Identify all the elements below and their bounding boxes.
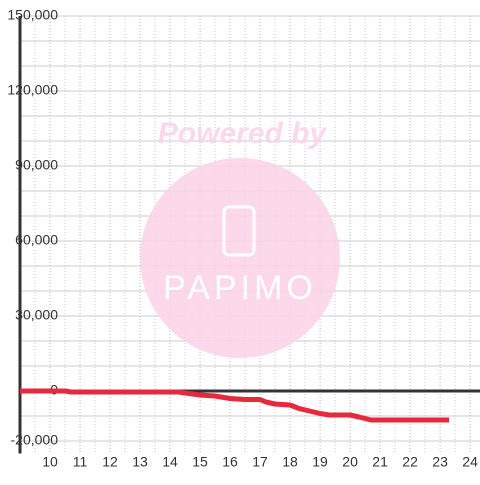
line-series [20,388,450,423]
watermark-circle [140,158,340,358]
x-tick-label: 21 [372,454,388,470]
y-tick-label: 30,000 [15,307,58,323]
x-tick-label: 19 [312,454,328,470]
x-tick-label: 24 [462,454,478,470]
y-tick-label: 60,000 [15,232,58,248]
x-tick-label: 11 [73,454,88,470]
watermark-logo: PAPIMO [163,269,317,307]
x-tick-label: 20 [342,454,358,470]
x-tick-label: 17 [252,454,268,470]
x-tick-label: 14 [162,454,178,470]
y-tick-label: 150,000 [7,7,58,23]
x-tick-label: 15 [192,454,208,470]
x-tick-label: 16 [222,454,238,470]
x-tick-label: 23 [432,454,448,470]
y-tick-label: 90,000 [15,157,58,173]
watermark-icon [222,205,256,257]
x-tick-label: 12 [102,454,118,470]
x-tick-label: 13 [132,454,148,470]
x-tick-label: 18 [282,454,298,470]
x-tick-label: 22 [402,454,418,470]
watermark-text: Powered by [158,117,328,150]
y-tick-label: 120,000 [7,82,58,98]
x-tick-label: 10 [42,454,58,470]
y-tick-label: -20,000 [11,432,59,448]
watermark: Powered by PAPIMO [140,117,340,358]
